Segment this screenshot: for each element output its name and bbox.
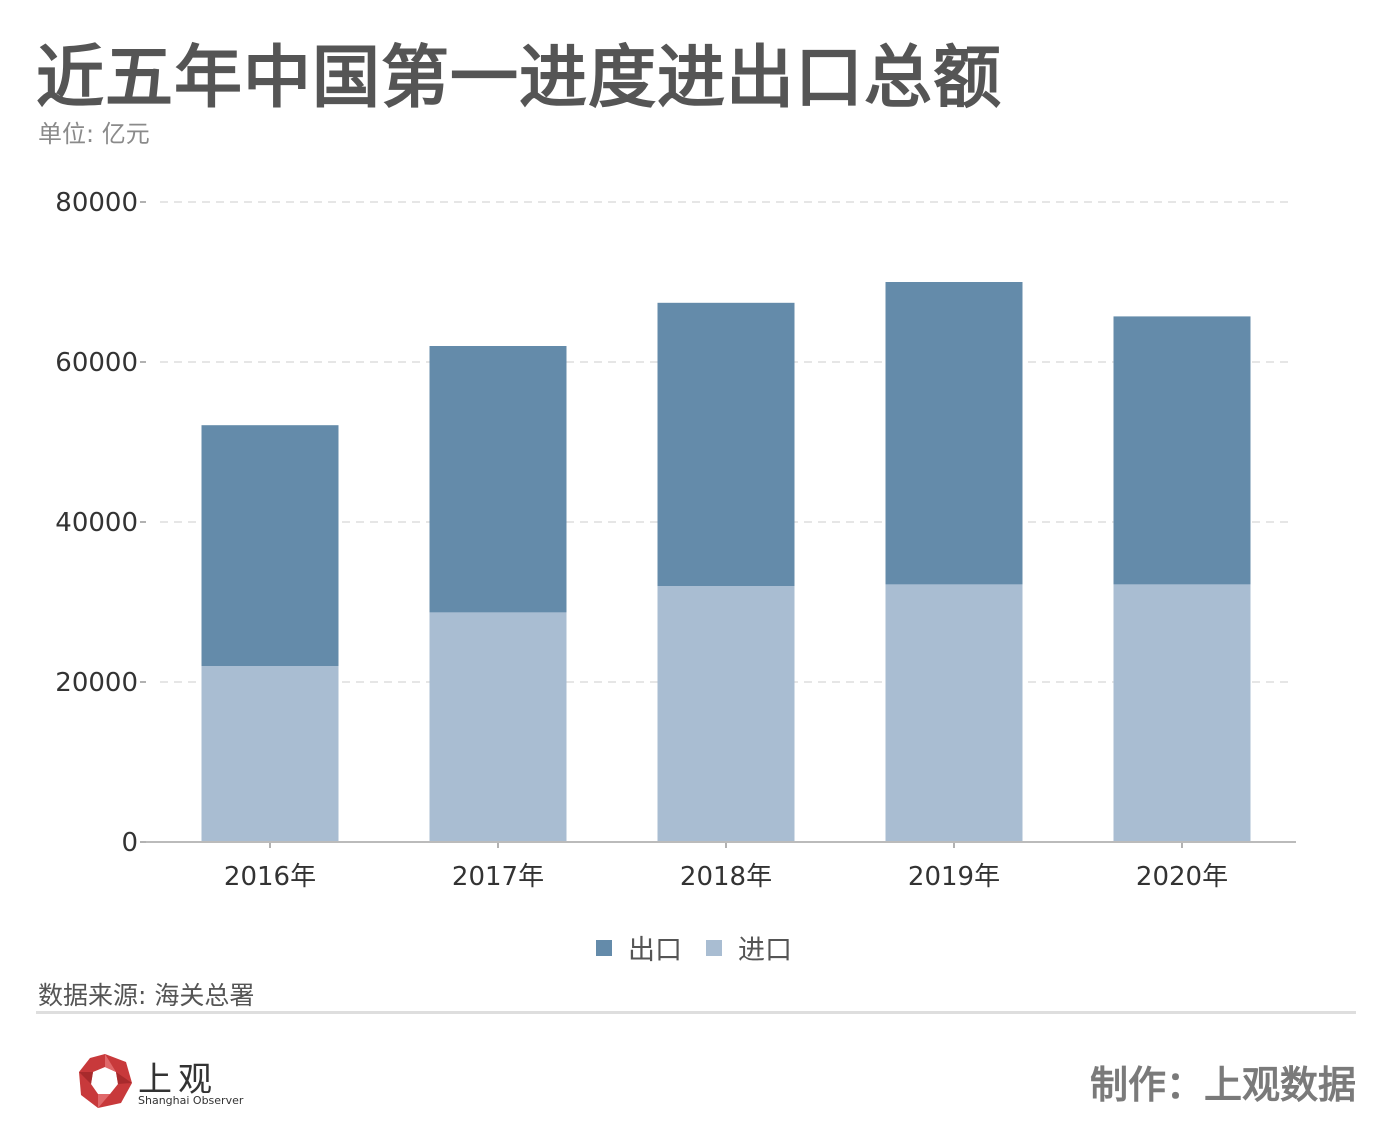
bar-export: [1113, 316, 1251, 585]
data-source: 数据来源: 海关总署: [38, 981, 255, 1010]
legend-label: 进口: [738, 935, 792, 966]
x-tick-label: 2020年: [1136, 862, 1228, 892]
legend-swatch: [596, 940, 612, 956]
bar-import: [885, 584, 1023, 842]
bar-export: [429, 346, 567, 613]
shanghai-observer-logo: 上观 Shanghai Observer: [76, 1050, 246, 1112]
legend: 出口 进口: [596, 935, 792, 966]
credit-text: 制作：上观数据: [1089, 1063, 1356, 1107]
footer-divider: [36, 1011, 1356, 1014]
bar-export: [201, 425, 339, 666]
bar-import: [1113, 584, 1251, 842]
bar-import: [201, 666, 339, 842]
legend-label: 出口: [628, 935, 682, 966]
legend-swatch: [706, 940, 722, 956]
bar-import: [657, 586, 795, 842]
x-tick-label: 2019年: [908, 862, 1000, 892]
axes: 0 20000 40000 60000 80000 2016年 2017年 2018年 2019…: [55, 188, 1296, 892]
logo-chinese-name: 上观: [138, 1060, 218, 1100]
y-tick-label: 20000: [55, 668, 138, 698]
y-tick-label: 40000: [55, 508, 138, 538]
x-tick-label: 2016年: [224, 862, 316, 892]
y-tick-label: 0: [121, 828, 138, 858]
bar-import: [429, 612, 567, 842]
unit-label: 单位: 亿元: [38, 120, 150, 148]
y-tick-label: 80000: [55, 188, 138, 218]
x-tick-label: 2017年: [452, 862, 544, 892]
bar-export: [885, 282, 1023, 585]
bars: [201, 282, 1251, 842]
bar-export: [657, 302, 795, 586]
chart-title: 近五年中国第一进度进出口总额: [36, 39, 1003, 118]
stacked-bar-chart: 0 20000 40000 60000 80000 2016年 2017年 2018年 2019…: [55, 188, 1296, 966]
x-tick-label: 2018年: [680, 862, 772, 892]
logo-english-name: Shanghai Observer: [138, 1094, 244, 1107]
logo-mark-icon: [79, 1054, 132, 1108]
y-tick-label: 60000: [55, 348, 138, 378]
